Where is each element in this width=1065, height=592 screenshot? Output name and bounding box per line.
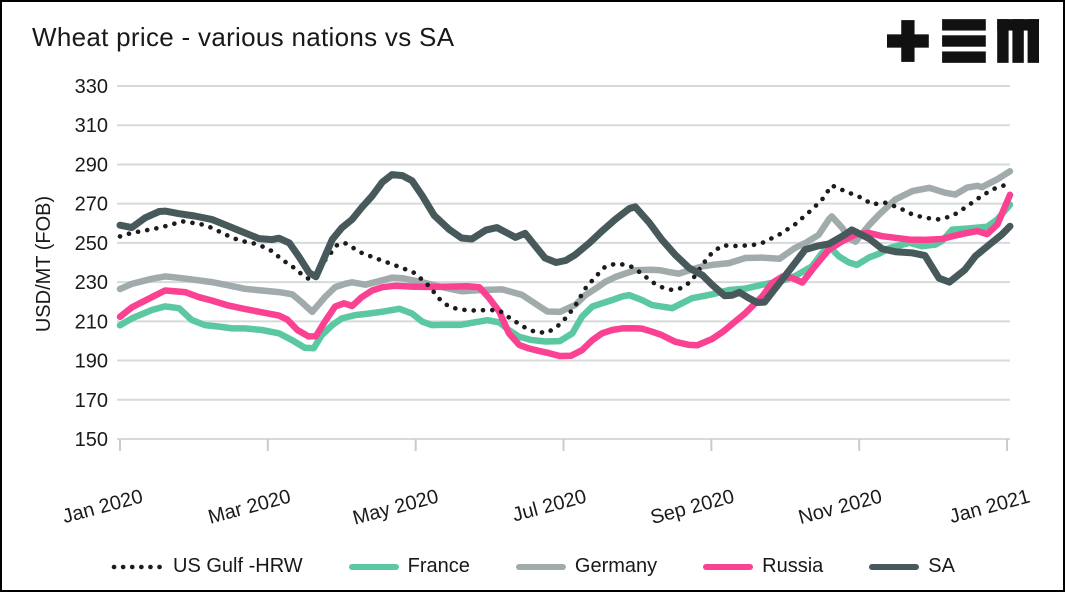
tem-logo — [887, 18, 1039, 69]
x-tick-marks — [119, 439, 1009, 451]
y-tick-label: 230 — [75, 272, 108, 294]
chart-legend: US Gulf -HRW France Germany Russia SA — [2, 555, 1063, 578]
y-tick-labels: 330 310 290 270 250 230 210 190 170 150 — [75, 76, 108, 451]
series-line-france — [116, 201, 1014, 352]
series-line-sa — [116, 171, 1014, 306]
x-tick-label: Nov 2020 — [796, 486, 884, 529]
y-tick-label: 270 — [75, 194, 108, 216]
x-tick-label: Jan 2021 — [947, 486, 1032, 529]
page-title: Wheat price - various nations vs SA — [32, 22, 455, 52]
y-tick-label: 290 — [75, 154, 108, 176]
legend-label: France — [407, 555, 470, 577]
series-line-russia — [116, 191, 1014, 360]
line-swatch-icon — [515, 563, 566, 570]
legend-item-france: France — [348, 555, 470, 578]
x-tick-label: Jul 2020 — [510, 486, 589, 527]
legend-item-us-gulf-hrw: US Gulf -HRW — [110, 555, 303, 578]
x-tick-label: Sep 2020 — [648, 486, 736, 529]
y-tick-label: 330 — [75, 76, 108, 98]
legend-label: US Gulf -HRW — [173, 555, 303, 577]
x-tick-label: Mar 2020 — [206, 486, 293, 529]
gridlines — [117, 85, 1010, 440]
line-swatch-icon — [348, 563, 399, 570]
y-tick-label: 210 — [75, 311, 108, 333]
x-tick-labels: Jan 2020 Mar 2020 May 2020 Jul 2020 Sep 2020… — [60, 486, 1032, 530]
y-axis-title: USD/MT (FOB) — [33, 196, 55, 332]
dotted-line-swatch-icon — [111, 564, 165, 569]
tem-logo-icon — [887, 19, 1039, 63]
line-swatch-icon — [703, 563, 754, 570]
x-tick-label: May 2020 — [350, 486, 441, 530]
legend-label: SA — [928, 555, 955, 577]
legend-label: Germany — [574, 555, 658, 577]
legend-item-russia: Russia — [703, 555, 823, 578]
legend-item-sa: SA — [869, 555, 955, 578]
series-lines — [116, 168, 1014, 360]
y-tick-label: 190 — [75, 351, 108, 373]
line-swatch-icon — [869, 563, 920, 570]
y-tick-label: 250 — [75, 233, 108, 255]
x-tick-label: Jan 2020 — [60, 486, 145, 529]
y-tick-label: 150 — [75, 429, 108, 451]
y-tick-label: 170 — [75, 390, 108, 412]
legend-label: Russia — [762, 555, 824, 577]
legend-item-germany: Germany — [515, 555, 658, 578]
y-tick-label: 310 — [75, 115, 108, 137]
series-line-us-gulf-hrw — [117, 182, 1010, 335]
